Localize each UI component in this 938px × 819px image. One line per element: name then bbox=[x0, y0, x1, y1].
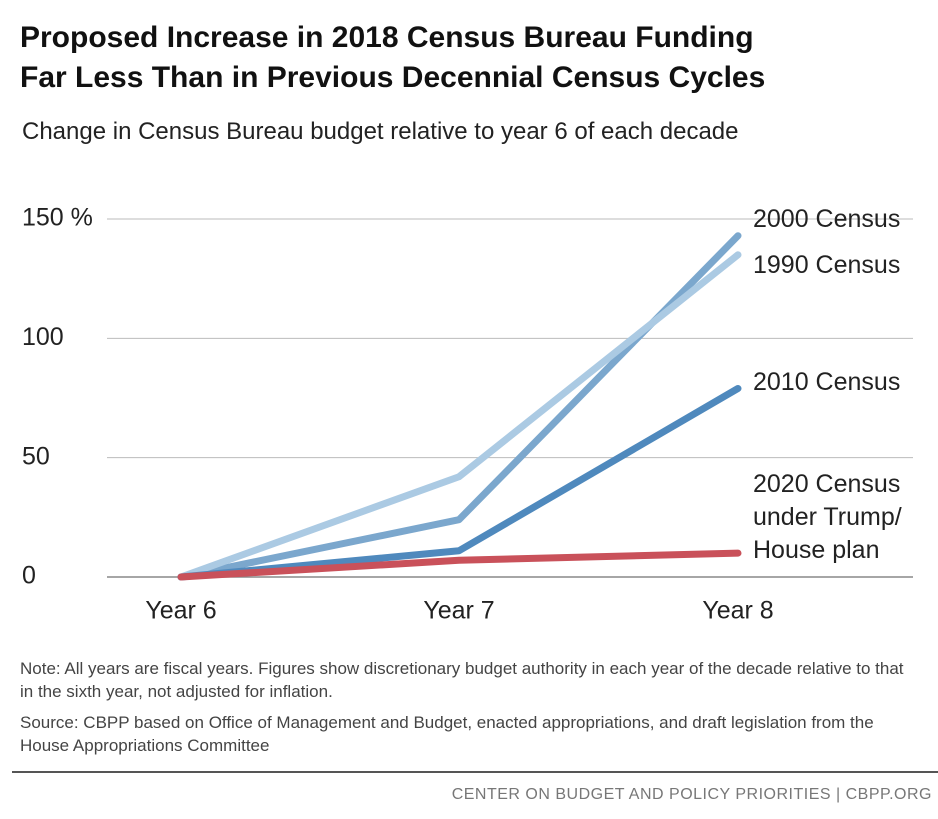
series-label: 2010 Census bbox=[753, 368, 901, 396]
footer: CENTER ON BUDGET AND POLICY PRIORITIES |… bbox=[451, 786, 932, 803]
chart-title: Proposed Increase in 2018 Census Bureau … bbox=[20, 18, 765, 98]
series-label: 2020 Census under Trump/ House plan bbox=[753, 470, 902, 564]
y-tick-label: 0 bbox=[22, 562, 36, 590]
y-tick-label: 150 % bbox=[22, 204, 93, 232]
note: Note: All years are fiscal years. Figure… bbox=[20, 659, 904, 701]
series-label: 2000 Census bbox=[753, 205, 901, 233]
series-label: 1990 Census bbox=[753, 251, 901, 279]
x-tick-label: Year 6 bbox=[145, 597, 216, 625]
series-line bbox=[177, 232, 742, 581]
y-tick-label: 50 bbox=[22, 442, 50, 470]
chart-subtitle: Change in Census Bureau budget relative … bbox=[22, 118, 739, 145]
title-line: Far Less Than in Previous Decennial Cens… bbox=[20, 61, 766, 94]
y-tick-label: 100 bbox=[22, 323, 64, 351]
x-tick-label: Year 8 bbox=[702, 597, 773, 625]
source: Source: CBPP based on Office of Manageme… bbox=[20, 713, 874, 755]
title-line: Proposed Increase in 2018 Census Bureau … bbox=[20, 21, 754, 54]
series-line bbox=[177, 251, 742, 581]
x-tick-label: Year 7 bbox=[423, 597, 494, 625]
series-line bbox=[177, 549, 742, 581]
